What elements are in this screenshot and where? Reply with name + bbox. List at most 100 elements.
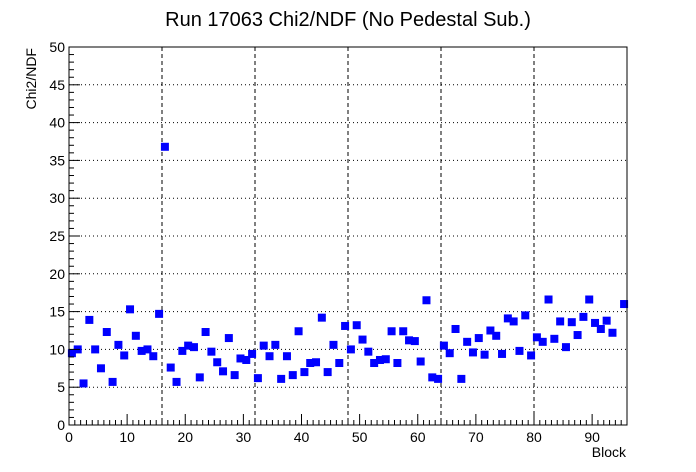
y-tick-label: 30	[49, 190, 65, 206]
data-point	[509, 317, 518, 326]
x-tick-label: 90	[584, 429, 600, 445]
data-point	[620, 300, 629, 309]
data-point	[236, 354, 245, 363]
y-tick-label: 25	[49, 228, 65, 244]
data-point	[410, 337, 419, 346]
data-point	[608, 328, 617, 337]
data-point	[96, 364, 105, 373]
data-point	[172, 377, 181, 386]
data-point	[67, 349, 76, 358]
data-point	[503, 314, 512, 323]
y-tick-label: 40	[49, 115, 65, 131]
data-point	[271, 340, 280, 349]
data-point	[79, 379, 88, 388]
data-point	[253, 374, 262, 383]
data-point	[538, 337, 547, 346]
data-point	[189, 343, 198, 352]
data-point	[143, 345, 152, 354]
data-point	[416, 357, 425, 366]
data-point	[434, 374, 443, 383]
data-point	[422, 296, 431, 305]
y-axis: 0 5 10 15 20 25 30 35 40 45 50	[49, 39, 80, 433]
data-point	[329, 340, 338, 349]
y-tick-label: 45	[49, 77, 65, 93]
data-point	[567, 318, 576, 327]
data-point	[498, 349, 507, 358]
data-point	[137, 346, 146, 355]
data-point	[457, 374, 466, 383]
x-tick-label: 50	[352, 429, 368, 445]
data-point	[166, 363, 175, 372]
data-point	[120, 351, 129, 360]
data-point	[492, 331, 501, 340]
data-point	[195, 373, 204, 382]
data-point	[323, 368, 332, 377]
data-point	[393, 359, 402, 368]
data-point	[282, 352, 291, 361]
x-tick-label: 80	[526, 429, 542, 445]
chart-title: Run 17063 Chi2/NDF (No Pedestal Sub.)	[165, 9, 531, 31]
data-point	[155, 309, 164, 318]
data-point	[550, 334, 559, 343]
data-point	[387, 327, 396, 336]
x-tick-label: 70	[468, 429, 484, 445]
data-point	[352, 321, 361, 330]
x-tick-label: 60	[410, 429, 426, 445]
y-tick-label: 20	[49, 266, 65, 282]
x-tick-label: 10	[119, 429, 135, 445]
data-point	[306, 359, 315, 368]
data-point	[602, 316, 611, 325]
y-tick-label: 50	[49, 39, 65, 55]
data-point	[451, 324, 460, 333]
data-point	[277, 374, 286, 383]
data-point	[317, 313, 326, 322]
data-point	[370, 359, 379, 368]
data-point	[527, 351, 536, 360]
data-point	[312, 358, 321, 367]
data-point	[515, 346, 524, 355]
data-point	[480, 350, 489, 359]
data-point	[579, 312, 588, 321]
data-point	[294, 327, 303, 336]
x-tick-label: 20	[177, 429, 193, 445]
data-point	[445, 349, 454, 358]
data-point	[85, 315, 94, 324]
data-point	[160, 142, 169, 151]
x-tick-label: 30	[236, 429, 252, 445]
data-point	[346, 345, 355, 354]
y-tick-label: 15	[49, 304, 65, 320]
data-point	[184, 341, 193, 350]
data-point	[335, 359, 344, 368]
data-point	[114, 340, 123, 349]
data-point	[573, 331, 582, 340]
x-tick-label: 0	[65, 429, 73, 445]
data-point	[561, 343, 570, 352]
data-point	[224, 334, 233, 343]
y-tick-label: 10	[49, 341, 65, 357]
x-tick-label: 40	[294, 429, 310, 445]
data-points	[67, 142, 629, 388]
y-tick-label: 35	[49, 152, 65, 168]
data-point	[428, 373, 437, 382]
data-point	[300, 368, 309, 377]
data-point	[532, 333, 541, 342]
data-point	[91, 345, 100, 354]
data-point	[405, 336, 414, 345]
data-point	[596, 324, 605, 333]
data-point	[544, 295, 553, 304]
x-axis: 0 10 20 30 40 50 60 70 80 90	[65, 414, 628, 445]
data-point	[556, 317, 565, 326]
data-point	[201, 328, 210, 337]
data-point	[102, 328, 111, 337]
y-axis-label: Chi2/NDF	[23, 48, 39, 109]
data-point	[591, 318, 600, 327]
data-point	[108, 377, 117, 386]
data-point	[178, 346, 187, 355]
data-point	[131, 331, 140, 340]
y-tick-label: 5	[57, 379, 65, 395]
data-point	[230, 371, 239, 380]
data-point	[381, 355, 390, 364]
data-point	[265, 352, 274, 361]
data-point	[248, 349, 257, 358]
